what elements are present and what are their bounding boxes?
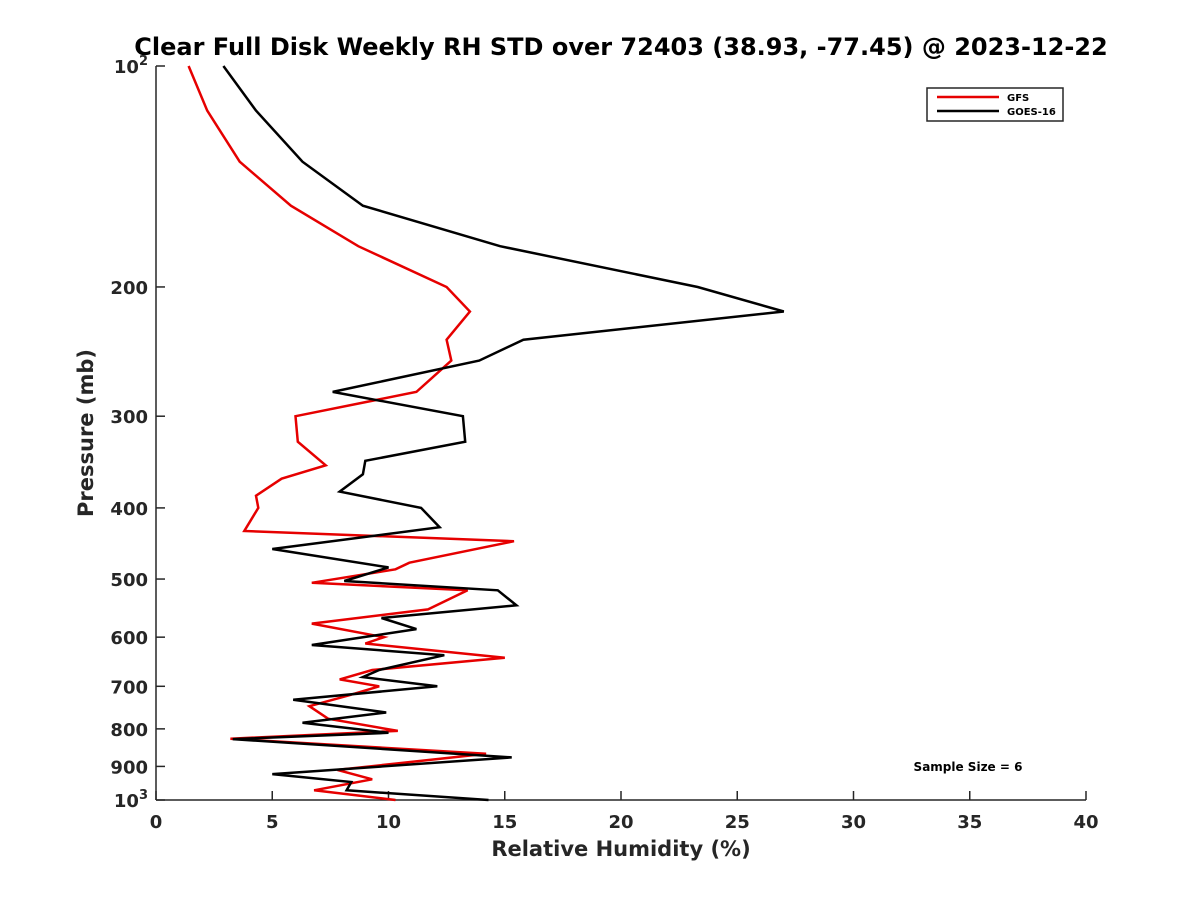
x-tick-label: 30	[841, 812, 866, 833]
series-line-gfs	[187, 65, 515, 802]
y-tick-label: 102	[114, 54, 148, 78]
legend-box	[926, 87, 1064, 122]
y-tick-label: 600	[110, 628, 148, 649]
y-tick-label: 800	[110, 720, 148, 741]
x-tick-label: 20	[608, 812, 633, 833]
y-tick-label: 700	[110, 677, 148, 698]
x-axis: 0 5 10 15 20 25 30 35 40	[150, 791, 1099, 833]
x-tick-label: 0	[150, 812, 163, 833]
y-tick-label: 103	[114, 788, 148, 812]
x-tick-label: 5	[266, 812, 279, 833]
plot-area	[155, 66, 1086, 801]
x-tick-label: 10	[376, 812, 401, 833]
chart-title: Clear Full Disk Weekly RH STD over 72403…	[134, 33, 1107, 61]
legend-label: GOES-16	[1007, 107, 1056, 118]
series-group	[187, 65, 785, 802]
y-tick-label: 400	[110, 499, 148, 520]
y-tick-label: 200	[110, 278, 148, 299]
y-axis-label: Pressure (mb)	[74, 349, 98, 517]
y-tick-label: 900	[110, 757, 148, 778]
series-line-goes-16	[222, 65, 785, 802]
x-tick-label: 25	[725, 812, 750, 833]
x-tick-label: 15	[492, 812, 517, 833]
legend-label: GFS	[1007, 93, 1029, 104]
x-tick-label: 40	[1073, 812, 1098, 833]
x-axis-label: Relative Humidity (%)	[491, 837, 750, 861]
x-tick-label: 35	[957, 812, 982, 833]
legend: GFS GOES-16	[926, 87, 1064, 122]
y-tick-label: 500	[110, 570, 148, 591]
y-tick-label: 300	[110, 407, 148, 428]
sample-size-annotation: Sample Size = 6	[914, 760, 1023, 774]
y-axis: 102 200 300 400 500 600 700 800 900 103	[110, 54, 165, 812]
